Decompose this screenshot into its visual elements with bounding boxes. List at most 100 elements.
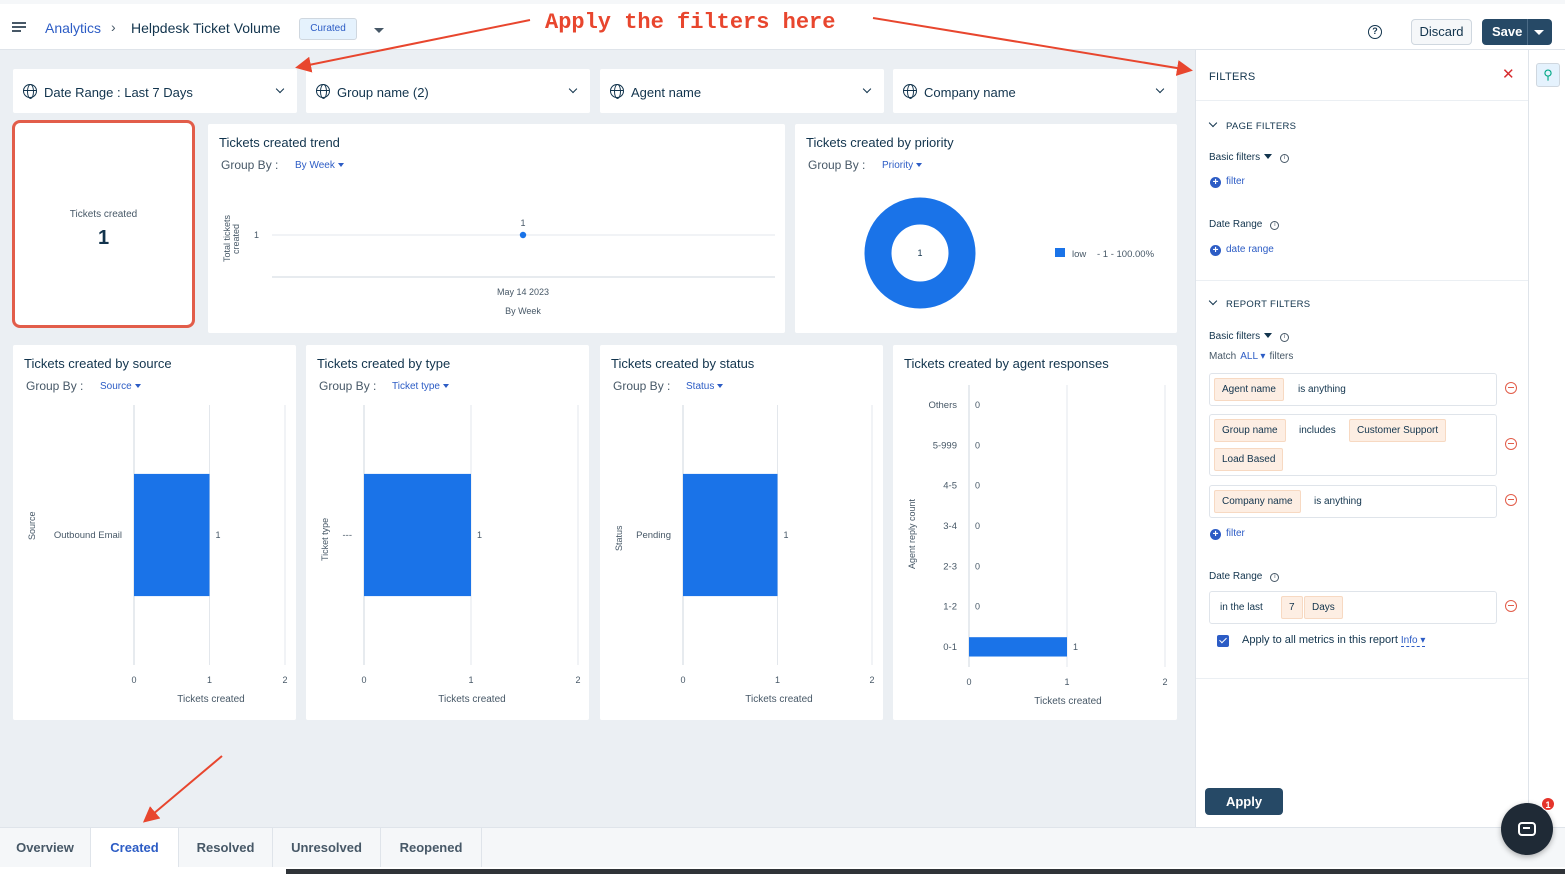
- bar[interactable]: [683, 473, 778, 597]
- page-filters-header[interactable]: PAGE FILTERS: [1210, 121, 1296, 132]
- agent-responses-card: Tickets created by agent responses Agent…: [893, 345, 1177, 720]
- bar-value-label: 0: [975, 602, 980, 612]
- remove-condition-icon[interactable]: [1505, 438, 1517, 450]
- filters-panel-title: FILTERS: [1209, 71, 1256, 83]
- source-chart: Source Tickets created 0 1 2 Outbound Email…: [27, 405, 288, 705]
- bar[interactable]: [969, 637, 1067, 657]
- info-icon: i: [1270, 573, 1280, 582]
- priority-chart: 1 low - 1 - 100.00%: [864, 197, 1155, 309]
- status-card: Tickets created by status Group By : Sta…: [600, 345, 883, 720]
- filter-icon[interactable]: ⚲: [1536, 63, 1560, 87]
- legend-swatch-low: [1055, 248, 1065, 257]
- kpi-tickets-created[interactable]: Tickets created 1: [12, 120, 195, 328]
- report-menu-chevron-icon[interactable]: [374, 28, 384, 33]
- report-title: Helpdesk Ticket Volume: [131, 20, 281, 36]
- condition-operator[interactable]: is anything: [1314, 496, 1362, 507]
- date-range-unit[interactable]: Days: [1304, 596, 1343, 619]
- x-tick-label: 1: [207, 675, 212, 685]
- remove-condition-icon[interactable]: [1505, 494, 1517, 506]
- tab-overview[interactable]: Overview: [0, 828, 91, 868]
- trend-groupby-dropdown[interactable]: By Week: [295, 160, 344, 171]
- source-groupby-dropdown[interactable]: Source: [100, 381, 141, 392]
- condition-value-chip[interactable]: Customer Support: [1349, 419, 1447, 442]
- bar[interactable]: [134, 473, 210, 597]
- type-groupby-dropdown[interactable]: Ticket type: [392, 381, 449, 392]
- save-options-chevron-icon[interactable]: [1534, 30, 1544, 35]
- save-button[interactable]: Save: [1482, 19, 1552, 45]
- trend-ylabel-2: created: [231, 224, 241, 254]
- apply-all-checkbox[interactable]: [1217, 635, 1229, 647]
- page-date-range: Date Range i: [1209, 219, 1280, 230]
- report-add-filter-link[interactable]: + filter: [1210, 528, 1245, 540]
- condition-field[interactable]: Agent name: [1214, 378, 1284, 401]
- match-all-dropdown[interactable]: ALL ▾: [1240, 351, 1266, 362]
- right-rail: ⚲: [1528, 50, 1565, 828]
- report-filters-header[interactable]: REPORT FILTERS: [1210, 299, 1310, 310]
- breadcrumb-separator: ›: [111, 19, 116, 35]
- condition-field[interactable]: Company name: [1214, 490, 1301, 513]
- bar-value-label: 0: [975, 521, 980, 531]
- condition-field[interactable]: Group name: [1214, 419, 1286, 442]
- close-icon[interactable]: ✕: [1502, 66, 1515, 83]
- x-tick-label: 1: [775, 675, 780, 685]
- trend-point[interactable]: [519, 231, 527, 239]
- source-xlabel: Tickets created: [177, 694, 244, 705]
- pie-slice-low[interactable]: [864, 197, 976, 309]
- breadcrumb-analytics[interactable]: Analytics: [45, 20, 102, 36]
- bar-value-label: 0: [975, 561, 980, 571]
- tab-reopened[interactable]: Reopened: [381, 828, 482, 868]
- apply-button[interactable]: Apply: [1205, 788, 1283, 815]
- tab-unresolved[interactable]: Unresolved: [273, 828, 381, 868]
- remove-condition-icon[interactable]: [1505, 600, 1517, 612]
- remove-condition-icon[interactable]: [1505, 382, 1517, 394]
- page-add-date-range-label: date range: [1226, 244, 1274, 255]
- x-tick-label: 2: [575, 675, 580, 685]
- kpi-value: 1: [97, 227, 110, 249]
- kpi-label: Tickets created: [69, 209, 138, 220]
- x-tick-label: 2: [869, 675, 874, 685]
- chat-button[interactable]: [1501, 803, 1553, 855]
- condition-operator[interactable]: is anything: [1298, 384, 1346, 395]
- caret-down-icon: [1264, 333, 1273, 338]
- group-name-filter[interactable]: Group name (2): [306, 69, 590, 113]
- save-button-label: Save: [1492, 24, 1523, 39]
- top-header: Analytics › Helpdesk Ticket Volume Curat…: [0, 0, 1565, 50]
- report-add-filter-label: filter: [1226, 528, 1245, 539]
- info-dropdown[interactable]: Info ▾: [1400, 635, 1426, 647]
- x-tick-label: 2: [1162, 677, 1167, 687]
- date-range-number[interactable]: 7: [1281, 596, 1303, 619]
- page-add-filter-link[interactable]: + filter: [1210, 176, 1245, 188]
- x-tick-label: 0: [680, 675, 685, 685]
- scrollbar[interactable]: [286, 869, 1565, 874]
- match-prefix: Match: [1209, 351, 1237, 362]
- globe-icon: [610, 84, 624, 99]
- agent-name-filter[interactable]: Agent name: [600, 69, 884, 113]
- help-icon[interactable]: ?: [1368, 25, 1382, 39]
- condition-operator[interactable]: includes: [1299, 425, 1336, 436]
- tab-resolved[interactable]: Resolved: [179, 828, 273, 868]
- date-range-condition[interactable]: in the last 7 Days: [1209, 591, 1497, 624]
- company-name-filter[interactable]: Company name: [893, 69, 1177, 113]
- type-chart: Ticket type Tickets created 0 1 2 --- 1: [320, 405, 581, 705]
- plus-icon: +: [1210, 245, 1221, 256]
- y-category-label: 1-2: [943, 602, 957, 613]
- date-range-filter-label: Date Range : Last 7 Days: [44, 85, 193, 100]
- priority-card: Tickets created by priority Group By : P…: [795, 124, 1177, 333]
- tab-created[interactable]: Created: [91, 828, 179, 868]
- condition-agent-name[interactable]: Agent name is anything: [1209, 373, 1497, 406]
- page-add-date-range-link[interactable]: + date range: [1210, 244, 1274, 256]
- discard-button[interactable]: Discard: [1411, 19, 1472, 45]
- condition-company-name[interactable]: Company name is anything: [1209, 485, 1497, 518]
- condition-value-chip[interactable]: Load Based: [1214, 448, 1284, 471]
- menu-icon[interactable]: [12, 22, 26, 32]
- priority-groupby-dropdown[interactable]: Priority: [882, 160, 922, 171]
- page-basic-filters[interactable]: Basic filters i: [1209, 152, 1290, 163]
- condition-group-name[interactable]: Group name includes Customer Support Loa…: [1209, 414, 1497, 476]
- apply-all-row: Apply to all metrics in this report Info …: [1242, 634, 1426, 647]
- x-tick-label: 1: [1064, 677, 1069, 687]
- report-basic-filters[interactable]: Basic filters i: [1209, 331, 1290, 342]
- bar[interactable]: [364, 473, 471, 597]
- date-range-filter[interactable]: Date Range : Last 7 Days: [13, 69, 297, 113]
- status-groupby-dropdown[interactable]: Status: [686, 381, 723, 392]
- report-date-range-label: Date Range: [1209, 571, 1263, 582]
